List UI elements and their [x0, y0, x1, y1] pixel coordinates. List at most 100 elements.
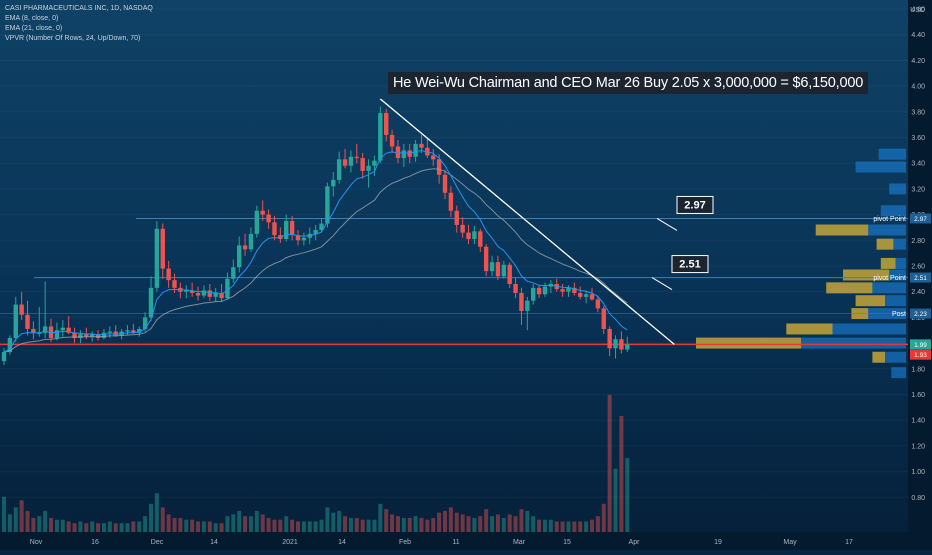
candle-body — [107, 331, 113, 333]
volume-bar — [525, 510, 530, 532]
time-tick-label: 11 — [452, 539, 459, 546]
candle-body — [460, 224, 465, 233]
volume-bar — [43, 510, 48, 532]
time-tick-label: 14 — [210, 539, 218, 546]
candle-body — [207, 290, 212, 297]
volume-bar — [101, 523, 106, 532]
candle-body — [448, 192, 454, 211]
time-tick-label: Apr — [629, 539, 641, 546]
volume-bar — [60, 519, 65, 532]
volume-profile-up-bar — [872, 282, 906, 294]
volume-bar — [619, 415, 624, 532]
price-tick-label: 1.20 — [911, 443, 925, 450]
volume-bar — [237, 510, 242, 532]
volume-bar — [566, 521, 571, 532]
volume-bar — [372, 519, 377, 532]
candle-body — [201, 290, 207, 296]
price-tick-label: 3.80 — [911, 109, 925, 116]
price-tick-label: 3.60 — [911, 135, 925, 142]
volume-bar — [219, 523, 224, 532]
price-tick-label: 4.40 — [911, 32, 925, 39]
volume-bar — [90, 521, 95, 532]
price-tick-label: 3.40 — [911, 161, 925, 168]
volume-bar — [613, 468, 618, 532]
candle-body — [595, 299, 601, 309]
volume-bar — [31, 517, 36, 532]
volume-profile-down-bar — [826, 282, 873, 294]
price-tick-label: 2.60 — [911, 264, 925, 271]
candle-body — [331, 179, 336, 187]
legend-ema21[interactable]: EMA (21, close, 0) — [5, 25, 63, 32]
candle-body — [219, 292, 224, 299]
volume-bar — [360, 519, 365, 532]
volume-profile-up-bar — [801, 337, 906, 349]
volume-bar — [184, 519, 189, 532]
callout-297-text: 2.97 — [684, 199, 705, 211]
volume-bar — [413, 516, 418, 532]
volume-bar — [448, 507, 453, 532]
candle-body — [237, 245, 242, 268]
volume-bar — [190, 519, 195, 532]
candle-body — [84, 334, 89, 337]
candle-body — [166, 268, 171, 281]
volume-bar — [107, 521, 112, 532]
time-tick-label: Mar — [513, 539, 526, 546]
volume-bar — [590, 519, 594, 532]
volume-bar — [484, 509, 489, 532]
time-tick-label: 17 — [845, 539, 853, 546]
volume-bar — [225, 516, 230, 532]
volume-bar — [243, 516, 248, 532]
legend-ema8[interactable]: EMA (8, close, 0) — [5, 15, 59, 22]
candle-body — [72, 332, 77, 338]
candle-body — [613, 339, 618, 349]
volume-bar — [443, 510, 447, 532]
volume-bar — [513, 516, 518, 532]
candle-body — [254, 210, 260, 234]
candle-body — [160, 228, 165, 269]
insider-buy-annotation[interactable]: He Wei-Wu Chairman and CEO Mar 26 Buy 2.… — [388, 72, 869, 94]
volume-profile-up-bar — [893, 238, 906, 250]
candle-body — [272, 222, 277, 236]
indicator-legend: CASI PHARMACEUTICALS INC, 1D, NASDAQ EMA… — [5, 4, 153, 44]
candle-body — [431, 155, 436, 160]
price-tick-label: 0.80 — [911, 495, 925, 502]
candle-body — [589, 294, 595, 300]
price-tick-label: 2.80 — [911, 238, 925, 245]
volume-profile-down-bar — [872, 351, 885, 363]
volume-bar — [384, 509, 389, 532]
volume-bar — [343, 516, 348, 532]
candle-body — [442, 174, 448, 193]
volume-bar — [7, 514, 12, 532]
candle-body — [454, 210, 459, 225]
price-tick-label: 4.00 — [911, 84, 925, 91]
volume-bar — [296, 521, 300, 532]
candle-body — [242, 245, 248, 250]
legend-vpvr[interactable]: VPVR (Number Of Rows, 24, Up/Down, 70) — [5, 35, 141, 42]
candle-body — [13, 304, 18, 338]
candle-body — [66, 327, 71, 333]
candle-body — [625, 344, 630, 350]
legend-symbol[interactable]: CASI PHARMACEUTICALS INC, 1D, NASDAQ — [5, 5, 153, 12]
volume-bar — [54, 519, 59, 532]
axis-currency: USD — [910, 7, 925, 14]
price-tick-label: 1.40 — [911, 418, 925, 425]
volume-bar — [460, 514, 465, 532]
candle-body — [513, 283, 518, 293]
candle-body — [184, 290, 189, 292]
time-tick-label: 19 — [714, 539, 722, 546]
candle-body — [295, 235, 301, 241]
volume-bar — [172, 517, 177, 532]
time-tick-label: 15 — [563, 539, 571, 546]
candle-body — [172, 280, 177, 288]
candle-body — [19, 304, 24, 315]
volume-profile-up-bar — [889, 269, 906, 281]
price-tag-low: 1.93 — [914, 352, 927, 359]
candle-body — [101, 332, 107, 338]
candle-body — [195, 292, 201, 296]
volume-bar — [231, 514, 236, 532]
price-tag-251-bg — [910, 272, 931, 283]
volume-bar — [78, 521, 83, 532]
candle-body — [525, 300, 530, 311]
volume-bar — [419, 517, 424, 532]
